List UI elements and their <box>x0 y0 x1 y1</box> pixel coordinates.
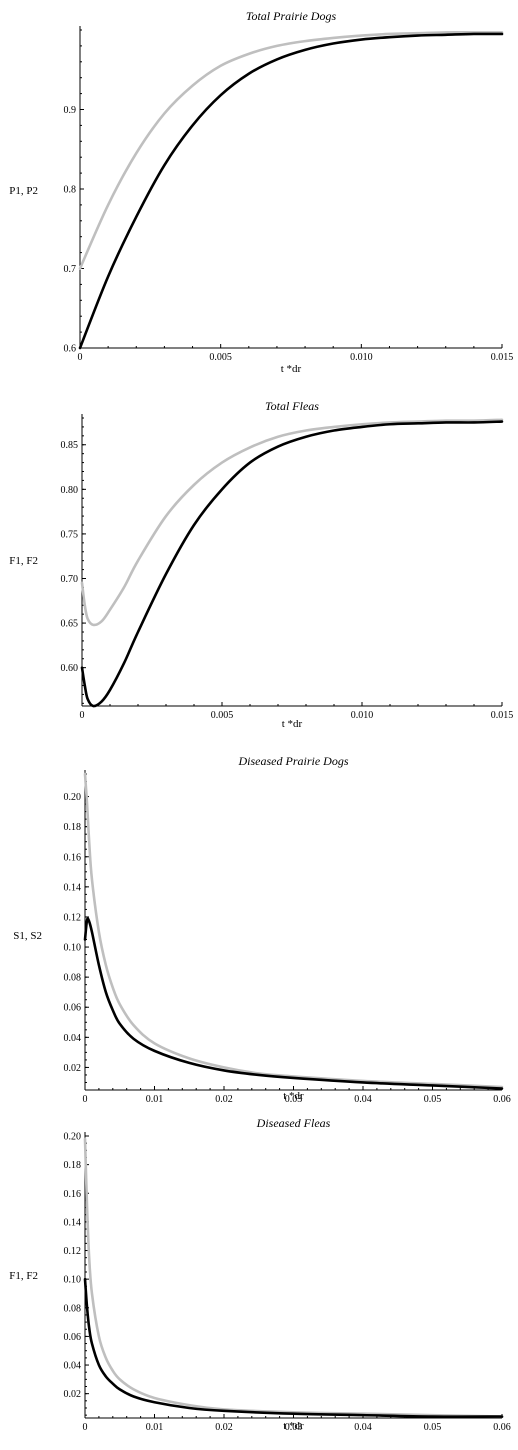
y-tick-label: 0.20 <box>64 792 82 803</box>
y-tick-label: 0.06 <box>64 1003 82 1014</box>
x-tick-label: 0.010 <box>350 352 373 363</box>
y-tick-label: 0.9 <box>64 105 77 116</box>
y-tick-label: 0.16 <box>64 1189 82 1200</box>
y-axis-label: F1, F2 <box>9 555 38 567</box>
y-tick-label: 0.60 <box>61 663 79 674</box>
series-line-2 <box>78 31 504 270</box>
y-tick-label: 0.6 <box>64 344 77 355</box>
y-tick-label: 0.85 <box>61 440 79 451</box>
x-tick-label: 0 <box>83 1422 88 1433</box>
x-tick-label: 0.06 <box>493 1422 511 1433</box>
y-tick-label: 0.70 <box>61 574 79 585</box>
x-axis-label: t *dr <box>283 1090 304 1102</box>
y-tick-label: 0.8 <box>64 185 77 196</box>
x-tick-label: 0 <box>78 352 83 363</box>
y-tick-label: 0.14 <box>64 882 82 893</box>
x-tick-label: 0.010 <box>351 710 374 721</box>
series-line-2 <box>80 418 504 627</box>
chart-3: Diseased Prairie Dogs 0.02 0.04 0.06 0.08 0.1… <box>13 754 511 1105</box>
series-line-1 <box>80 420 504 708</box>
chart-2: Total Fleas 0.60 0.65 0.70 0.75 0.80 0.85 0 0.00… <box>9 399 513 730</box>
x-tick-label: 0.05 <box>424 1094 442 1105</box>
y-tick-label: 0.06 <box>64 1332 82 1343</box>
x-tick-label: 0.06 <box>493 1094 511 1105</box>
x-axis-label: t *dr <box>283 1420 304 1432</box>
x-tick-label: 0 <box>80 710 85 721</box>
x-tick-label: 0.05 <box>424 1422 442 1433</box>
x-tick-label: 0.015 <box>491 352 514 363</box>
y-tick-label: 0.12 <box>64 912 82 923</box>
y-tick-label: 0.75 <box>61 529 79 540</box>
y-tick-label: 0.65 <box>61 619 79 630</box>
x-tick-label: 0.01 <box>146 1422 164 1433</box>
x-tick-label: 0.015 <box>491 710 514 721</box>
x-tick-label: 0.005 <box>211 710 234 721</box>
y-tick-label: 0.04 <box>64 1033 82 1044</box>
x-tick-label: 0.03 <box>285 1422 303 1433</box>
y-tick-label: 0.16 <box>64 852 82 863</box>
x-tick-label: 0.01 <box>146 1094 164 1105</box>
x-tick-label: 0.04 <box>354 1094 372 1105</box>
y-tick-label: 0.12 <box>64 1246 82 1257</box>
chart-1: Total Prairie Dogs 0.6 0.7 0.8 0.9 0 0.005 0.01… <box>9 9 513 375</box>
x-tick-label: 0.02 <box>215 1094 233 1105</box>
y-axis-label: S1, S2 <box>13 930 42 942</box>
series-line-1 <box>83 1277 504 1418</box>
chart-title: Diseased Prairie Dogs <box>238 754 349 768</box>
x-tick-label: 0 <box>83 1094 88 1105</box>
y-tick-label: 0.02 <box>64 1389 82 1400</box>
y-tick-label: 0.10 <box>64 1275 82 1286</box>
x-tick-label: 0.03 <box>285 1094 303 1105</box>
y-tick-label: 0.10 <box>64 943 82 954</box>
series-line-2 <box>83 772 504 1089</box>
x-tick-label: 0.02 <box>215 1422 233 1433</box>
x-axis-label: t *dr <box>282 718 303 730</box>
series-line-1 <box>78 32 504 350</box>
y-tick-label: 0.08 <box>64 1303 82 1314</box>
chart-title: Total Fleas <box>265 399 319 413</box>
chart-title: Diseased Fleas <box>256 1116 331 1130</box>
y-axis-label: P1, P2 <box>9 185 38 197</box>
y-tick-label: 0.02 <box>64 1063 82 1074</box>
y-tick-label: 0.04 <box>64 1361 82 1372</box>
y-tick-label: 0.18 <box>64 1160 82 1171</box>
chart-title: Total Prairie Dogs <box>246 9 337 23</box>
x-tick-label: 0.005 <box>209 352 232 363</box>
y-tick-label: 0.80 <box>61 485 79 496</box>
y-tick-label: 0.08 <box>64 973 82 984</box>
series-line-2 <box>83 1137 504 1418</box>
y-tick-label: 0.20 <box>64 1132 82 1143</box>
x-axis-label: t *dr <box>281 363 302 375</box>
chart-4: Diseased Fleas 0.02 0.04 0.06 0.08 0.10 0.12 0.… <box>9 1116 511 1433</box>
x-tick-label: 0.04 <box>354 1422 372 1433</box>
y-tick-label: 0.14 <box>64 1217 82 1228</box>
y-tick-label: 0.18 <box>64 822 82 833</box>
y-axis-label: F1, F2 <box>9 1270 38 1282</box>
y-tick-label: 0.7 <box>64 264 77 275</box>
series-line-1 <box>83 917 504 1090</box>
